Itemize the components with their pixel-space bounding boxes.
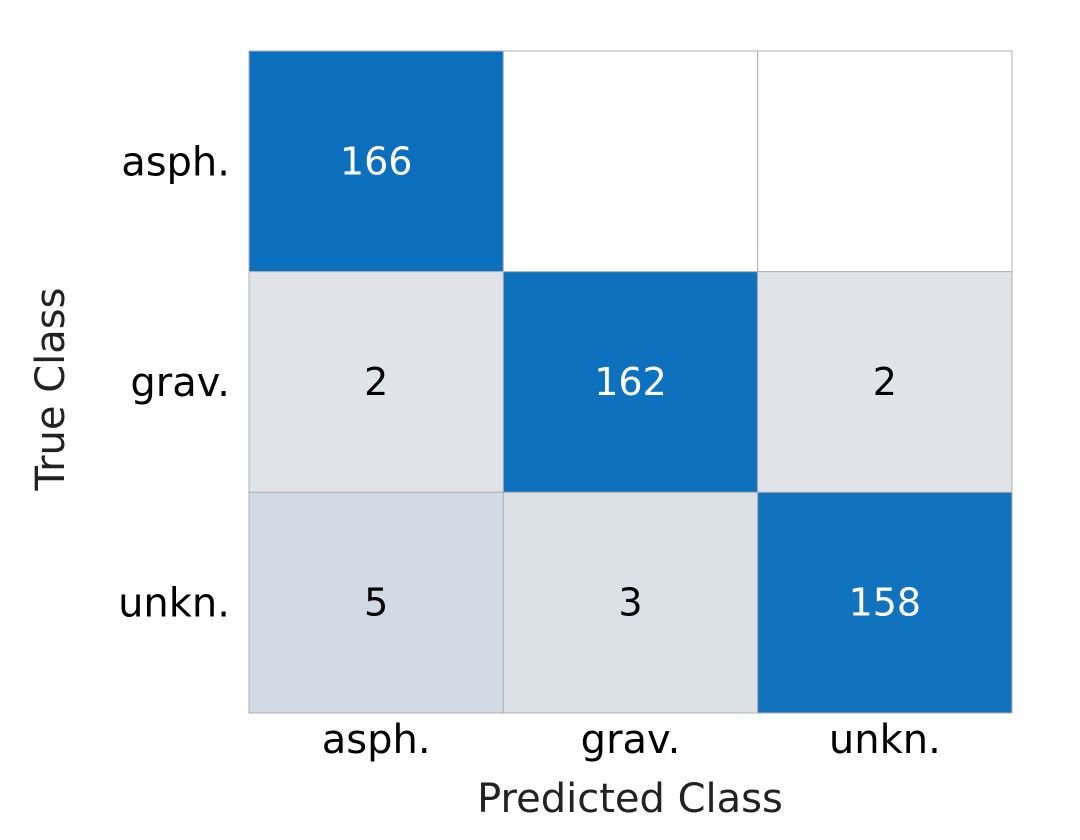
matrix-cells: 166 2 162 2 5 3 158: [248, 50, 1013, 714]
matrix-cell-2-0: [248, 491, 504, 714]
matrix-cell-1-1: [502, 271, 759, 493]
cell-value-label: 3: [618, 581, 642, 625]
matrix-cell-0-2: [757, 50, 1013, 273]
y-tick-label: asph.: [121, 139, 230, 185]
cell-value-label: 5: [364, 581, 388, 625]
x-tick-label: unkn.: [829, 717, 941, 763]
y-axis-label: True Class: [28, 288, 74, 492]
y-tick-label: grav.: [130, 360, 230, 406]
matrix-cell-1-0: [248, 271, 504, 493]
x-tick-labels: asph. grav. unkn.: [322, 717, 941, 763]
x-tick-label: asph.: [322, 717, 431, 763]
y-tick-labels: asph. grav. unkn.: [118, 139, 230, 626]
matrix-cell-1-2: [757, 271, 1013, 493]
y-tick-label: unkn.: [118, 581, 230, 627]
cell-value-label: 166: [340, 139, 413, 183]
matrix-cell-2-2: [757, 491, 1013, 714]
x-axis-label: Predicted Class: [477, 776, 783, 822]
matrix-cell-0-0: [248, 50, 504, 273]
cell-value-label: 2: [873, 360, 897, 404]
matrix-cell-2-1: [502, 491, 759, 714]
matrix-cell-0-1: [502, 50, 759, 273]
x-tick-label: grav.: [581, 717, 681, 763]
cell-value-label: 2: [364, 360, 388, 404]
cell-value-label: 162: [594, 360, 667, 404]
cell-value-label: 158: [849, 581, 922, 625]
